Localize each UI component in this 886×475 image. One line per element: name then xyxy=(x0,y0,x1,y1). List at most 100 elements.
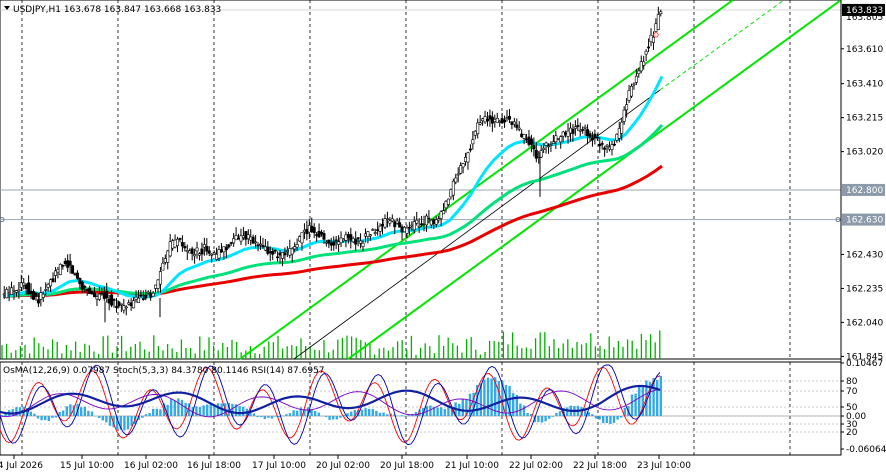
candle-body xyxy=(366,231,370,237)
candle-body xyxy=(481,118,485,122)
candle-body xyxy=(222,246,226,253)
candle-body xyxy=(608,146,612,150)
candle-body xyxy=(317,230,321,238)
candle-body xyxy=(173,239,177,248)
rsi-line xyxy=(0,384,661,415)
candle-body xyxy=(505,117,509,120)
indicator-header: OsMA(12,26,9) 0.07987 Stoch(5,3,3) 84.37… xyxy=(3,366,325,376)
candle-body xyxy=(29,291,33,295)
candle-body xyxy=(332,241,336,246)
price-label: 163.410 xyxy=(846,80,883,90)
candle-body xyxy=(95,296,99,300)
candle-body xyxy=(53,270,57,276)
candle-body xyxy=(127,302,131,305)
candle-body xyxy=(517,127,521,130)
candle-body xyxy=(603,147,607,150)
candle-body xyxy=(61,264,65,267)
candle-body xyxy=(383,218,387,228)
candle-body xyxy=(432,219,436,224)
candle-body xyxy=(566,130,570,137)
candle-body xyxy=(620,121,624,134)
candle-body xyxy=(219,249,223,253)
candle-body xyxy=(605,144,609,147)
candle-body xyxy=(210,253,214,256)
candle-body xyxy=(437,218,441,221)
candle-body xyxy=(346,234,350,239)
candle-body xyxy=(542,147,546,150)
candle-body xyxy=(66,260,70,268)
indicator-axis-label: 0.10467 xyxy=(846,359,883,369)
candle-body xyxy=(500,118,504,124)
candle-body xyxy=(163,258,167,263)
candle-body xyxy=(149,293,153,298)
candle-body xyxy=(625,104,629,111)
candle-body xyxy=(632,83,636,86)
candle-body xyxy=(141,298,145,300)
candle-body xyxy=(44,289,48,291)
channel-upper-line[interactable] xyxy=(239,0,734,360)
time-label: 16 Jul 02:00 xyxy=(124,461,178,471)
candle-body xyxy=(388,220,392,224)
candle-body xyxy=(80,281,84,290)
candle-body xyxy=(354,239,358,245)
price-candles xyxy=(2,6,663,323)
candle-body xyxy=(188,250,192,254)
candle-body xyxy=(176,238,180,246)
level-anchor-icon[interactable] xyxy=(835,217,841,223)
candle-body xyxy=(256,244,260,247)
candle-body xyxy=(114,306,118,308)
candle-body xyxy=(549,144,553,146)
candle-body xyxy=(598,143,602,147)
channel-mid-extension xyxy=(659,0,785,91)
candle-body xyxy=(302,229,306,233)
candle-body xyxy=(586,129,590,137)
candle-body xyxy=(381,223,385,226)
trend-channel[interactable] xyxy=(239,0,842,360)
candle-body xyxy=(85,289,89,291)
candle-body xyxy=(263,246,267,251)
candle-body xyxy=(376,229,380,231)
candle-body xyxy=(58,264,62,275)
candle-body xyxy=(119,303,123,306)
candle-body xyxy=(561,131,565,137)
candle-body xyxy=(427,217,431,220)
candle-body xyxy=(105,290,109,299)
candle-body xyxy=(200,248,204,255)
candle-body xyxy=(654,23,658,32)
candle-body xyxy=(576,125,580,127)
candle-body xyxy=(439,211,443,219)
symbol-header[interactable]: USDJPY,H1 163.678 163.847 163.668 163.83… xyxy=(4,5,221,15)
channel-lower-line[interactable] xyxy=(347,0,842,360)
candle-body xyxy=(622,109,626,122)
candle-body xyxy=(595,136,599,139)
candle-body xyxy=(100,292,104,295)
candle-body xyxy=(310,225,314,233)
candle-body xyxy=(515,124,519,128)
candle-body xyxy=(393,221,397,228)
dropdown-triangle-icon[interactable] xyxy=(4,6,10,10)
candle-body xyxy=(71,265,75,274)
candle-body xyxy=(400,226,404,233)
candle-body xyxy=(356,237,360,239)
candle-body xyxy=(451,180,455,196)
candle-body xyxy=(298,236,302,242)
candle-body xyxy=(215,254,219,260)
candle-body xyxy=(459,165,463,174)
level-anchor-icon[interactable] xyxy=(0,217,5,223)
candle-body xyxy=(293,246,297,250)
candle-body xyxy=(51,278,55,283)
candle-body xyxy=(429,219,433,226)
candle-body xyxy=(510,121,514,125)
candle-body xyxy=(73,273,77,276)
indicator-axis-label: 50 xyxy=(846,403,858,413)
candle-body xyxy=(395,220,399,224)
candle-body xyxy=(234,235,238,241)
candle-body xyxy=(90,291,94,295)
candle-body xyxy=(373,232,377,234)
candle-body xyxy=(503,119,507,123)
candle-body xyxy=(324,241,328,244)
candle-body xyxy=(207,250,211,254)
candle-body xyxy=(556,138,560,140)
time-label: 15 Jul 10:00 xyxy=(60,461,114,471)
